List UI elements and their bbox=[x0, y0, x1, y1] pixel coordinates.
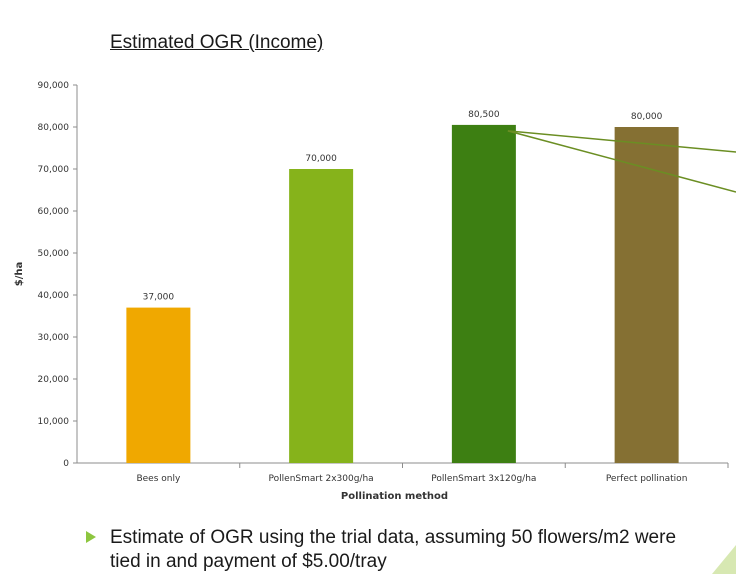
y-tick-label: 90,000 bbox=[38, 81, 70, 91]
callout-line-upper bbox=[507, 130, 736, 153]
x-tick-label: PollenSmart 2x300g/ha bbox=[269, 474, 374, 484]
callout-line-lower bbox=[507, 130, 736, 193]
data-label: 80,000 bbox=[631, 112, 663, 122]
bullet-arrow-icon bbox=[86, 531, 96, 543]
x-tick-label: Perfect pollination bbox=[606, 474, 688, 484]
y-tick-label: 40,000 bbox=[38, 291, 70, 301]
data-label: 37,000 bbox=[143, 293, 175, 303]
bullet-text: Estimate of OGR using the trial data, as… bbox=[110, 527, 677, 572]
y-tick-label: 10,000 bbox=[38, 417, 70, 427]
x-tick-label: PollenSmart 3x120g/ha bbox=[431, 474, 536, 484]
x-axis-label: Pollination method bbox=[341, 491, 448, 502]
data-label: 70,000 bbox=[305, 154, 337, 164]
y-tick-label: 20,000 bbox=[38, 375, 70, 385]
y-tick-label: 80,000 bbox=[38, 123, 70, 133]
chart-title: Estimated OGR (Income) bbox=[110, 32, 324, 53]
bar bbox=[126, 307, 191, 463]
bar bbox=[451, 124, 516, 464]
corner-decoration bbox=[712, 545, 736, 574]
y-tick-label: 0 bbox=[63, 459, 69, 469]
y-tick-label: 70,000 bbox=[38, 165, 70, 175]
y-tick-label: 30,000 bbox=[38, 333, 70, 343]
data-label: 80,500 bbox=[468, 110, 500, 120]
x-tick-label: Bees only bbox=[136, 474, 181, 484]
y-axis-label: $/ha bbox=[14, 262, 25, 286]
bar bbox=[289, 169, 354, 463]
y-tick-label: 50,000 bbox=[38, 249, 70, 259]
y-tick-label: 60,000 bbox=[38, 207, 70, 217]
bar bbox=[614, 127, 679, 463]
